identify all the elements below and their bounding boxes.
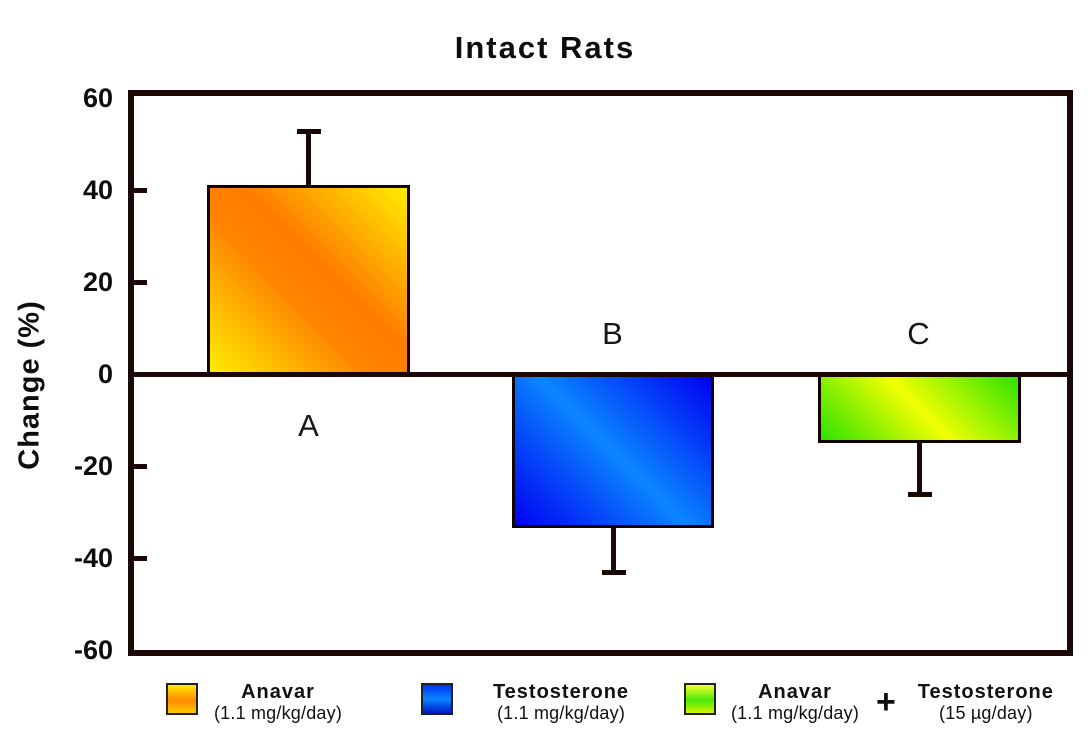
legend-item-combo: Anavar (1.1 mg/kg/day) + Testosterone (1… [684, 681, 1072, 724]
y-tick-mark-m40 [134, 556, 147, 561]
y-tick-label-m40: -40 [73, 543, 113, 573]
legend-dose: (15 µg/day) [939, 703, 1033, 723]
y-tick-label-60: 60 [82, 83, 113, 113]
legend-name: Anavar [241, 681, 315, 703]
y-tick-label-m20: -20 [73, 451, 113, 481]
y-tick-label-40: 40 [82, 175, 113, 205]
plus-sign: + [876, 683, 896, 721]
error-bar-cap-c [908, 492, 932, 497]
bar-label-a: A [298, 408, 320, 443]
y-tick-label-m60: -60 [73, 635, 113, 665]
legend-item-testosterone: Testosterone (1.1 mg/kg/day) [421, 681, 669, 724]
green-yellow-gradient-swatch [684, 683, 716, 715]
legend-dose: (1.1 mg/kg/day) [213, 703, 343, 723]
y-tick-label-0: 0 [97, 359, 113, 389]
legend-dose: (1.1 mg/kg/day) [496, 703, 626, 723]
error-bar-cap-b [602, 570, 626, 575]
bar-anavar [207, 185, 410, 377]
error-bar-stem-c [917, 443, 922, 494]
legend-item-anavar: Anavar (1.1 mg/kg/day) [166, 681, 358, 724]
y-tick-label-20: 20 [82, 267, 113, 297]
legend-name: Testosterone [492, 681, 630, 703]
y-tick-mark-m20 [134, 464, 147, 469]
orange-yellow-gradient-swatch [166, 683, 198, 715]
legend-dose: (1.1 mg/kg/day) [730, 703, 860, 723]
error-bar-cap-a [297, 129, 321, 134]
zero-baseline [134, 372, 1067, 377]
y-tick-mark-20 [134, 280, 147, 285]
bar-anavar-plus-testosterone [818, 374, 1021, 443]
chart-title: Intact Rats [454, 30, 636, 65]
bar-label-c: C [907, 316, 931, 351]
plot-area: A B C [128, 90, 1073, 656]
error-bar-stem-b [611, 528, 616, 572]
bar-label-b: B [602, 316, 624, 351]
blue-gradient-swatch [421, 683, 453, 715]
y-tick-mark-40 [134, 188, 147, 193]
legend-name: Anavar [758, 681, 832, 703]
legend-name: Testosterone [917, 681, 1054, 703]
error-bar-stem-a [306, 132, 311, 185]
bar-testosterone [512, 374, 714, 528]
